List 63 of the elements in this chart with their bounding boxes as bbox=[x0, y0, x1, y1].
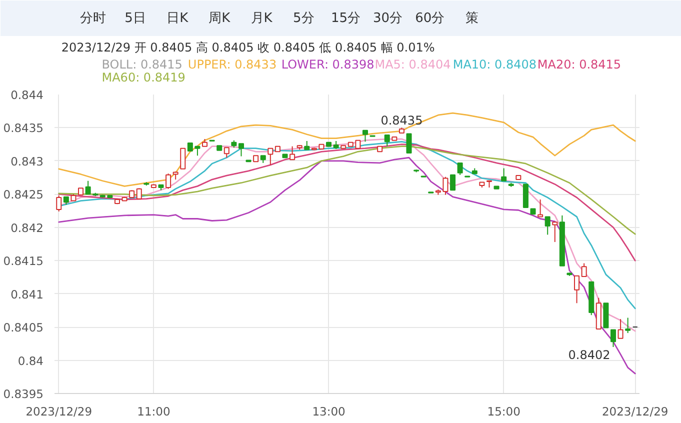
text: MA60: 0.8419 bbox=[102, 70, 186, 84]
x-tick-label: 2023/12/29 bbox=[26, 404, 92, 418]
candlestick bbox=[574, 275, 580, 304]
text: 月K bbox=[250, 11, 273, 26]
annotation: 0.8435 bbox=[380, 114, 423, 128]
text: 30分 bbox=[373, 11, 403, 26]
candlestick bbox=[552, 222, 558, 243]
y-tick-label: 0.8395 bbox=[3, 387, 44, 401]
legend-title: BOLL: 0.8415 bbox=[102, 58, 182, 72]
text: LOWER: 0.8398 bbox=[281, 58, 374, 72]
candlestick bbox=[85, 180, 91, 195]
candlestick bbox=[224, 147, 230, 158]
x-tick-label: 15:00 bbox=[487, 404, 520, 418]
y-tick-label: 0.84 bbox=[18, 354, 44, 368]
candlestick bbox=[166, 173, 172, 190]
candlestick bbox=[450, 174, 456, 191]
text: MA20: 0.8415 bbox=[537, 58, 622, 72]
candlestick bbox=[618, 318, 624, 339]
text: 60分 bbox=[415, 11, 445, 26]
candlestick bbox=[384, 134, 390, 147]
x-tick-label: 11:00 bbox=[137, 404, 170, 418]
candlestick bbox=[290, 146, 296, 160]
candlestick bbox=[180, 148, 186, 170]
line-series bbox=[58, 146, 636, 235]
candlestick bbox=[56, 194, 62, 212]
text: 日K bbox=[166, 11, 189, 26]
text: 策 bbox=[465, 11, 478, 26]
candlestick bbox=[625, 317, 631, 334]
y-tick-label: 0.8425 bbox=[3, 188, 44, 202]
line-series bbox=[58, 156, 636, 374]
text: 周K bbox=[208, 11, 231, 26]
candlestick bbox=[610, 329, 616, 348]
y-tick-label: 0.8405 bbox=[3, 320, 44, 335]
x-tick-label: 13:00 bbox=[312, 404, 346, 418]
candlestick bbox=[238, 143, 244, 157]
candlestick bbox=[457, 162, 463, 176]
annotation: 0.8402 bbox=[568, 348, 610, 362]
candlestick bbox=[538, 198, 544, 218]
line-series bbox=[58, 112, 636, 187]
candlestick bbox=[544, 216, 550, 236]
candlestick bbox=[136, 188, 142, 200]
candlestick bbox=[501, 168, 507, 182]
line-series bbox=[58, 144, 636, 262]
text: 5分 bbox=[292, 11, 314, 26]
candlestick bbox=[522, 184, 528, 208]
y-tick-label: 0.843 bbox=[10, 154, 44, 168]
y-tick-label: 0.841 bbox=[10, 287, 44, 302]
candlestick bbox=[362, 130, 368, 142]
text: UPPER: 0.8433 bbox=[188, 58, 277, 72]
candlestick bbox=[406, 133, 412, 154]
x-tick-label: 2023/12/29 bbox=[602, 404, 668, 418]
text: MA10: 0.8408 bbox=[452, 58, 537, 72]
y-tick-label: 0.842 bbox=[10, 220, 44, 235]
text: 5日 bbox=[124, 11, 146, 26]
candlestick bbox=[581, 262, 587, 278]
text: 分时 bbox=[80, 11, 106, 26]
text: 15分 bbox=[330, 11, 360, 26]
y-tick-label: 0.844 bbox=[10, 88, 44, 102]
text: MA5: 0.8404 bbox=[374, 58, 451, 72]
y-tick-label: 0.8435 bbox=[3, 121, 44, 136]
candlestick bbox=[268, 148, 274, 166]
y-tick-label: 0.8415 bbox=[3, 254, 44, 268]
chart-subtitle: 2023/12/29 开 0.8405 高 0.8405 收 0.8405 低 0.8405 幅 0.01% bbox=[61, 40, 435, 54]
